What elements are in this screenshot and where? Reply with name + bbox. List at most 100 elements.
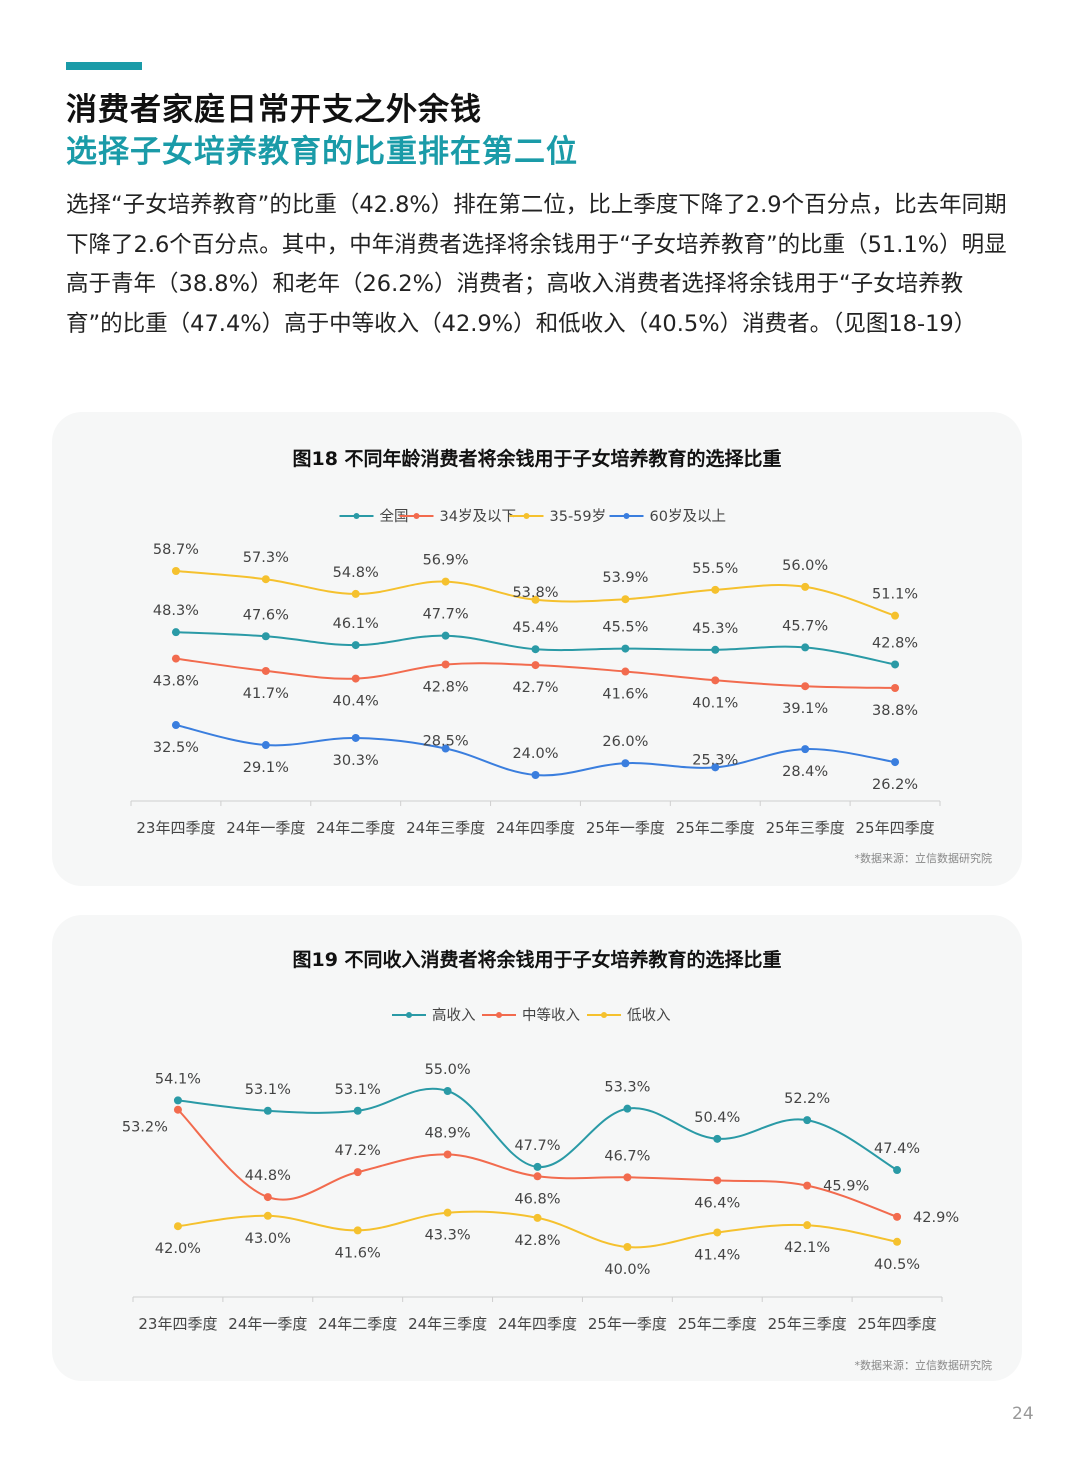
data-point — [351, 641, 360, 650]
data-label: 54.1% — [155, 1071, 201, 1087]
legend-label: 34岁及以下 — [440, 508, 516, 525]
legend-item: 35-59岁 — [509, 508, 606, 525]
data-point — [441, 631, 450, 640]
legend-swatch-dot — [496, 1012, 502, 1018]
data-point — [533, 1213, 542, 1222]
data-label: 26.2% — [872, 777, 918, 793]
data-label: 41.6% — [335, 1245, 381, 1261]
data-point — [533, 1172, 542, 1181]
data-point — [351, 589, 360, 598]
data-point — [351, 674, 360, 683]
data-label: 41.6% — [602, 687, 648, 703]
legend-label: 全国 — [380, 507, 409, 525]
accent-bar — [66, 62, 142, 70]
page-number: 24 — [1012, 1404, 1034, 1424]
data-point — [711, 676, 720, 685]
chart-card-income: 图19 不同收入消费者将余钱用于子女培养教育的选择比重 高收入 中等收入 低收入 23… — [52, 915, 1022, 1381]
data-label: 44.8% — [245, 1168, 291, 1184]
data-label: 42.8% — [514, 1233, 560, 1249]
data-label: 52.2% — [784, 1091, 830, 1107]
legend-label: 中等收入 — [522, 1006, 580, 1024]
data-point — [713, 1134, 722, 1143]
series-全国: 48.3% 47.6% 46.1% 47.7% 45.4% 45.5% 45.3% 45.7%… — [153, 603, 918, 669]
data-point — [801, 745, 810, 754]
data-point — [263, 1106, 272, 1115]
data-point — [713, 1228, 722, 1237]
data-point — [891, 611, 900, 620]
data-point — [623, 1104, 632, 1113]
x-tick-label: 24年二季度 — [318, 1315, 397, 1333]
data-label: 40.5% — [874, 1257, 920, 1273]
data-point — [713, 1176, 722, 1185]
data-label: 47.6% — [243, 607, 289, 623]
data-label: 51.1% — [872, 587, 918, 603]
data-label: 28.4% — [782, 764, 828, 780]
data-point — [443, 1087, 452, 1095]
legend-swatch-dot — [413, 513, 420, 519]
data-point — [533, 1162, 542, 1171]
x-tick-label: 24年四季度 — [498, 1315, 577, 1333]
data-label: 53.2% — [122, 1120, 168, 1136]
data-point — [261, 666, 270, 675]
x-tick-label: 24年四季度 — [496, 819, 575, 837]
data-point — [441, 577, 450, 586]
data-point — [351, 733, 360, 742]
data-point — [171, 654, 180, 663]
data-label: 41.7% — [243, 686, 289, 702]
chart-title: 图19 不同收入消费者将余钱用于子女培养教育的选择比重 — [292, 949, 782, 971]
legend: 高收入 中等收入 低收入 — [392, 1006, 671, 1024]
data-point — [891, 758, 900, 767]
data-point — [353, 1226, 362, 1235]
data-label: 53.3% — [604, 1080, 650, 1096]
x-tick-label: 25年一季度 — [588, 1315, 667, 1333]
data-point — [261, 575, 270, 584]
chart-card-age: 图18 不同年龄消费者将余钱用于子女培养教育的选择比重 全国 34岁及以下 35-5… — [52, 412, 1022, 886]
data-label: 42.7% — [512, 680, 558, 696]
data-point — [711, 645, 720, 654]
series-中等收入: 53.2% 44.8% 47.2% 48.9% 46.8% 46.7% 46.4% 45.9%… — [122, 1105, 959, 1226]
data-label: 47.7% — [423, 607, 469, 623]
data-point — [173, 1105, 182, 1114]
legend-item: 低收入 — [587, 1007, 671, 1024]
data-point — [803, 1181, 812, 1190]
data-label: 45.9% — [823, 1179, 869, 1195]
legend-label: 高收入 — [432, 1007, 476, 1024]
data-point — [711, 585, 720, 594]
page-subtitle: 选择子女培养教育的比重排在第二位 — [66, 134, 578, 170]
data-label: 43.3% — [425, 1228, 471, 1244]
data-label: 48.3% — [153, 603, 199, 619]
data-label: 46.4% — [694, 1195, 740, 1211]
data-label: 40.0% — [604, 1262, 650, 1278]
data-point — [171, 721, 180, 730]
data-point — [621, 759, 630, 768]
data-label: 43.0% — [245, 1231, 291, 1247]
data-point — [621, 667, 630, 676]
series-line — [177, 1108, 898, 1218]
data-label: 45.3% — [692, 621, 738, 637]
data-label: 53.9% — [602, 570, 648, 586]
data-point — [261, 632, 270, 641]
x-tick-label: 25年四季度 — [856, 819, 935, 837]
series-低收入: 42.0% 43.0% 41.6% 43.3% 42.8% 40.0% 41.4% 42.1%… — [155, 1208, 920, 1278]
series-60岁及以上: 32.5% 29.1% 30.3% 28.5% 24.0% 26.0% 25.3% 28.4%… — [153, 721, 918, 793]
data-source: *数据来源：立信数据研究院 — [854, 1359, 993, 1372]
x-tick-label: 24年一季度 — [226, 819, 305, 837]
data-point — [441, 660, 450, 669]
data-point — [171, 567, 180, 575]
chart-title: 图18 不同年龄消费者将余钱用于子女培养教育的选择比重 — [292, 448, 782, 470]
data-label: 42.8% — [423, 679, 469, 695]
data-point — [531, 771, 540, 779]
data-label: 58.7% — [153, 542, 199, 558]
legend-swatch-dot — [601, 1012, 607, 1018]
x-tick-label: 24年二季度 — [316, 819, 395, 837]
data-point — [893, 1166, 902, 1175]
data-label: 45.5% — [602, 620, 648, 636]
data-point — [623, 1173, 632, 1182]
data-point — [171, 628, 180, 637]
data-point — [801, 682, 810, 691]
data-point — [801, 643, 810, 652]
x-tick-label: 25年四季度 — [858, 1315, 937, 1333]
data-label: 55.0% — [425, 1062, 471, 1078]
data-label: 25.3% — [692, 752, 738, 768]
data-label: 42.8% — [872, 635, 918, 651]
